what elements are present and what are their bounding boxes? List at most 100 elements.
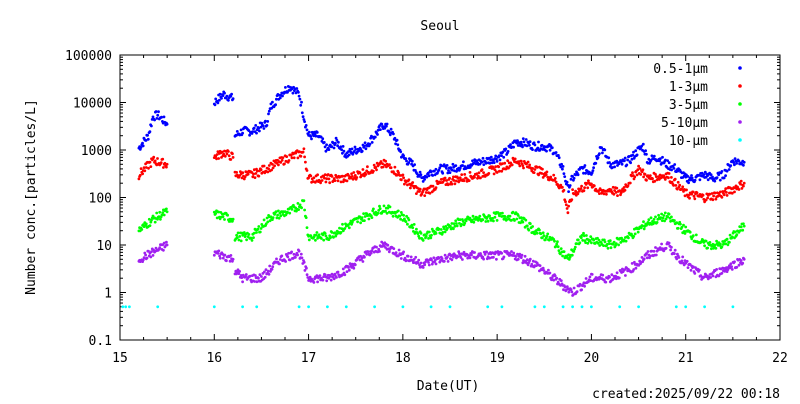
data-point xyxy=(468,256,472,260)
data-point xyxy=(417,258,421,262)
data-point xyxy=(710,192,714,195)
data-point xyxy=(639,173,643,176)
data-point xyxy=(251,130,255,134)
data-point xyxy=(608,161,611,164)
data-point xyxy=(476,176,479,180)
data-point xyxy=(663,211,667,215)
data-point xyxy=(725,191,728,194)
data-point xyxy=(309,135,313,138)
data-point xyxy=(455,222,458,225)
data-point xyxy=(654,246,657,249)
data-point xyxy=(459,256,463,259)
data-point xyxy=(458,167,462,170)
data-point xyxy=(553,274,557,278)
data-point xyxy=(702,173,706,177)
data-point xyxy=(578,241,582,245)
data-point xyxy=(500,305,504,309)
data-point xyxy=(667,241,671,245)
data-point xyxy=(316,173,319,177)
data-point xyxy=(302,118,306,121)
data-point xyxy=(481,218,485,222)
data-point xyxy=(663,178,667,181)
data-point xyxy=(590,305,593,309)
data-point xyxy=(407,178,411,182)
data-point xyxy=(682,230,686,233)
legend-label: 3-5μm xyxy=(669,98,708,113)
data-point xyxy=(488,214,491,218)
data-point xyxy=(571,305,574,309)
data-point xyxy=(491,217,494,220)
data-point xyxy=(709,173,713,177)
data-point xyxy=(289,153,293,157)
data-point xyxy=(467,254,471,258)
data-point xyxy=(297,208,300,212)
data-point xyxy=(641,224,645,228)
data-point xyxy=(640,256,644,259)
data-point xyxy=(567,258,571,261)
data-point xyxy=(339,145,343,149)
data-point xyxy=(231,217,235,221)
data-point xyxy=(720,170,724,173)
series-2 xyxy=(137,199,746,261)
data-point xyxy=(559,252,562,256)
data-point xyxy=(273,164,276,168)
data-point xyxy=(510,163,514,167)
data-point xyxy=(149,255,153,259)
data-point xyxy=(739,229,742,232)
data-point xyxy=(653,179,657,183)
data-point xyxy=(335,138,339,142)
data-point xyxy=(144,139,148,142)
data-point xyxy=(383,163,387,167)
data-point xyxy=(165,210,169,214)
data-point xyxy=(320,179,324,182)
data-point xyxy=(409,186,412,190)
data-point xyxy=(742,224,746,228)
data-point xyxy=(294,256,297,259)
data-point xyxy=(539,147,543,151)
data-point xyxy=(355,176,359,179)
y-tick-label: 1000 xyxy=(81,144,112,159)
data-point xyxy=(650,249,654,253)
data-point xyxy=(321,278,325,282)
data-point xyxy=(637,305,640,309)
data-point xyxy=(456,255,460,258)
data-point xyxy=(557,156,561,160)
data-point xyxy=(275,97,278,101)
data-point xyxy=(216,150,220,154)
data-point xyxy=(452,227,455,231)
data-point xyxy=(623,188,627,192)
data-point xyxy=(400,178,403,182)
data-point xyxy=(640,144,644,148)
data-point xyxy=(236,231,240,235)
data-point xyxy=(688,176,692,180)
data-point xyxy=(165,162,169,166)
data-point xyxy=(495,160,499,163)
data-point xyxy=(333,272,337,276)
data-point xyxy=(512,145,515,149)
data-point xyxy=(149,165,153,169)
data-point xyxy=(675,221,679,225)
data-point xyxy=(549,175,553,179)
data-point xyxy=(654,253,658,257)
data-point xyxy=(336,270,340,274)
data-point xyxy=(412,230,415,233)
data-point xyxy=(516,252,519,256)
data-point xyxy=(642,220,645,224)
data-point xyxy=(617,243,620,247)
data-point xyxy=(389,166,393,170)
data-point xyxy=(479,176,482,180)
data-point xyxy=(399,150,403,154)
data-point xyxy=(369,251,373,255)
data-point xyxy=(341,267,345,271)
data-point xyxy=(518,252,522,256)
data-point xyxy=(373,305,376,309)
data-point xyxy=(322,141,326,144)
data-point xyxy=(281,94,284,98)
data-point xyxy=(297,94,301,98)
data-point xyxy=(259,125,263,129)
data-point xyxy=(479,252,482,255)
data-point xyxy=(554,245,558,248)
data-point xyxy=(148,160,152,164)
data-point xyxy=(325,177,329,181)
data-point xyxy=(141,141,144,145)
